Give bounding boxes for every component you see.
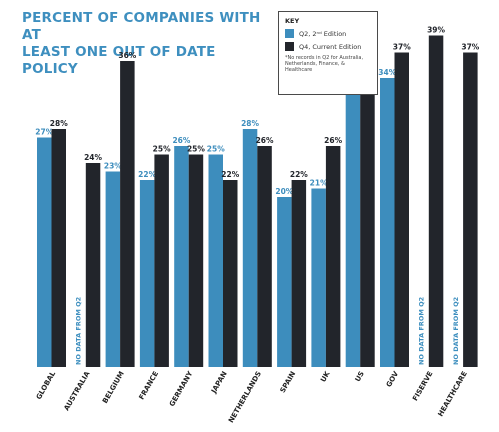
label-q2-global: 27% — [35, 128, 53, 137]
bar-q4-uk — [325, 146, 341, 367]
label-q2-netherlands: 28% — [241, 119, 259, 128]
nodata-label-australia: NO DATA FROM Q2 — [75, 297, 83, 365]
category-label-spain: SPAIN — [279, 370, 298, 394]
category-label-uk: UK — [319, 370, 332, 384]
label-q4-belgium: 36% — [118, 51, 136, 60]
category-label-global: GLOBAL — [35, 370, 58, 401]
label-q2-gov: 34% — [378, 68, 396, 77]
bar-q4-belgium — [120, 61, 135, 367]
chart-title: PERCENT OF COMPANIES WITH AT LEAST ONE O… — [22, 10, 262, 78]
bar-q2-belgium — [105, 171, 121, 367]
bar-q2-france — [139, 180, 155, 367]
bar-q4-healthcare — [463, 52, 478, 367]
bar-q2-global — [37, 137, 52, 367]
label-q4-germany: 25% — [187, 145, 205, 154]
label-q2-france: 22% — [138, 170, 156, 179]
bar-q2-germany — [174, 146, 189, 367]
category-label-us: US — [354, 370, 366, 383]
label-q2-spain: 20% — [275, 187, 293, 196]
bar-q2-gov — [380, 78, 395, 367]
label-q4-netherlands: 26% — [256, 136, 274, 145]
category-label-japan: JAPAN — [209, 370, 228, 396]
label-q4-gov: 37% — [393, 43, 411, 52]
bar-q4-france — [154, 154, 169, 367]
legend-note: *No records in Q2 for Australia, Netherl… — [285, 55, 364, 73]
bar-q2-japan — [208, 154, 223, 367]
category-label-france: FRANCE — [138, 370, 161, 401]
chart-title-line1: PERCENT OF COMPANIES WITH AT — [22, 10, 261, 43]
legend-label-q4: Q4, Current Edition — [299, 42, 362, 51]
category-label-fiserve: FISERVE — [411, 370, 434, 403]
label-q4-spain: 22% — [290, 170, 308, 179]
bar-q2-us — [345, 86, 361, 367]
nodata-label-healthcare: NO DATA FROM Q2 — [452, 297, 460, 365]
legend-title: KEY — [285, 17, 300, 25]
bar-q4-spain — [291, 180, 307, 367]
label-q4-france: 25% — [153, 145, 171, 154]
legend-item-q4: Q4, Current Edition — [285, 42, 371, 51]
label-q2-japan: 25% — [207, 145, 225, 154]
category-label-australia: AUSTRALIA — [63, 370, 92, 413]
label-q4-healthcare: 37% — [461, 43, 479, 52]
category-label-gov: GOV — [385, 370, 401, 389]
bar-q4-netherlands — [257, 146, 272, 367]
category-label-netherlands: NETHERLANDS — [227, 370, 263, 424]
bar-q2-uk — [311, 188, 326, 367]
bar-q2-spain — [277, 197, 292, 367]
label-q2-uk: 21% — [310, 179, 328, 188]
bar-q4-germany — [188, 154, 204, 367]
label-q4-australia: 24% — [84, 153, 102, 162]
bar-q2-netherlands — [242, 129, 258, 367]
bar-q4-gov — [394, 52, 409, 367]
bar-q4-global — [51, 129, 66, 367]
chart-title-line2: LEAST ONE OUT OF DATE POLICY — [22, 44, 216, 77]
category-label-belgium: BELGIUM — [101, 370, 126, 405]
category-label-germany: GERMANY — [168, 369, 195, 408]
legend-label-q2: Q2, 2ⁿᵈ Edition — [299, 29, 347, 38]
nodata-label-fiserve: NO DATA FROM Q2 — [418, 297, 426, 365]
legend-swatch-q4 — [285, 42, 294, 51]
label-q4-global: 28% — [50, 119, 68, 128]
label-q2-belgium: 23% — [104, 162, 122, 171]
label-q4-fiserve: 39% — [427, 26, 445, 35]
bar-q4-fiserve — [428, 35, 444, 367]
legend-item-q2: Q2, 2ⁿᵈ Edition — [285, 29, 371, 38]
label-q4-japan: 22% — [221, 170, 239, 179]
bar-q4-us — [360, 78, 375, 367]
label-q4-uk: 26% — [324, 136, 342, 145]
category-label-healthcare: HEALTHCARE — [437, 370, 469, 418]
legend-swatch-q2 — [285, 29, 294, 38]
label-q2-germany: 26% — [172, 136, 190, 145]
bar-q4-australia — [85, 163, 101, 367]
legend: KEY Q2, 2ⁿᵈ Edition Q4, Current Edition … — [278, 11, 378, 95]
bar-q4-japan — [223, 180, 238, 367]
